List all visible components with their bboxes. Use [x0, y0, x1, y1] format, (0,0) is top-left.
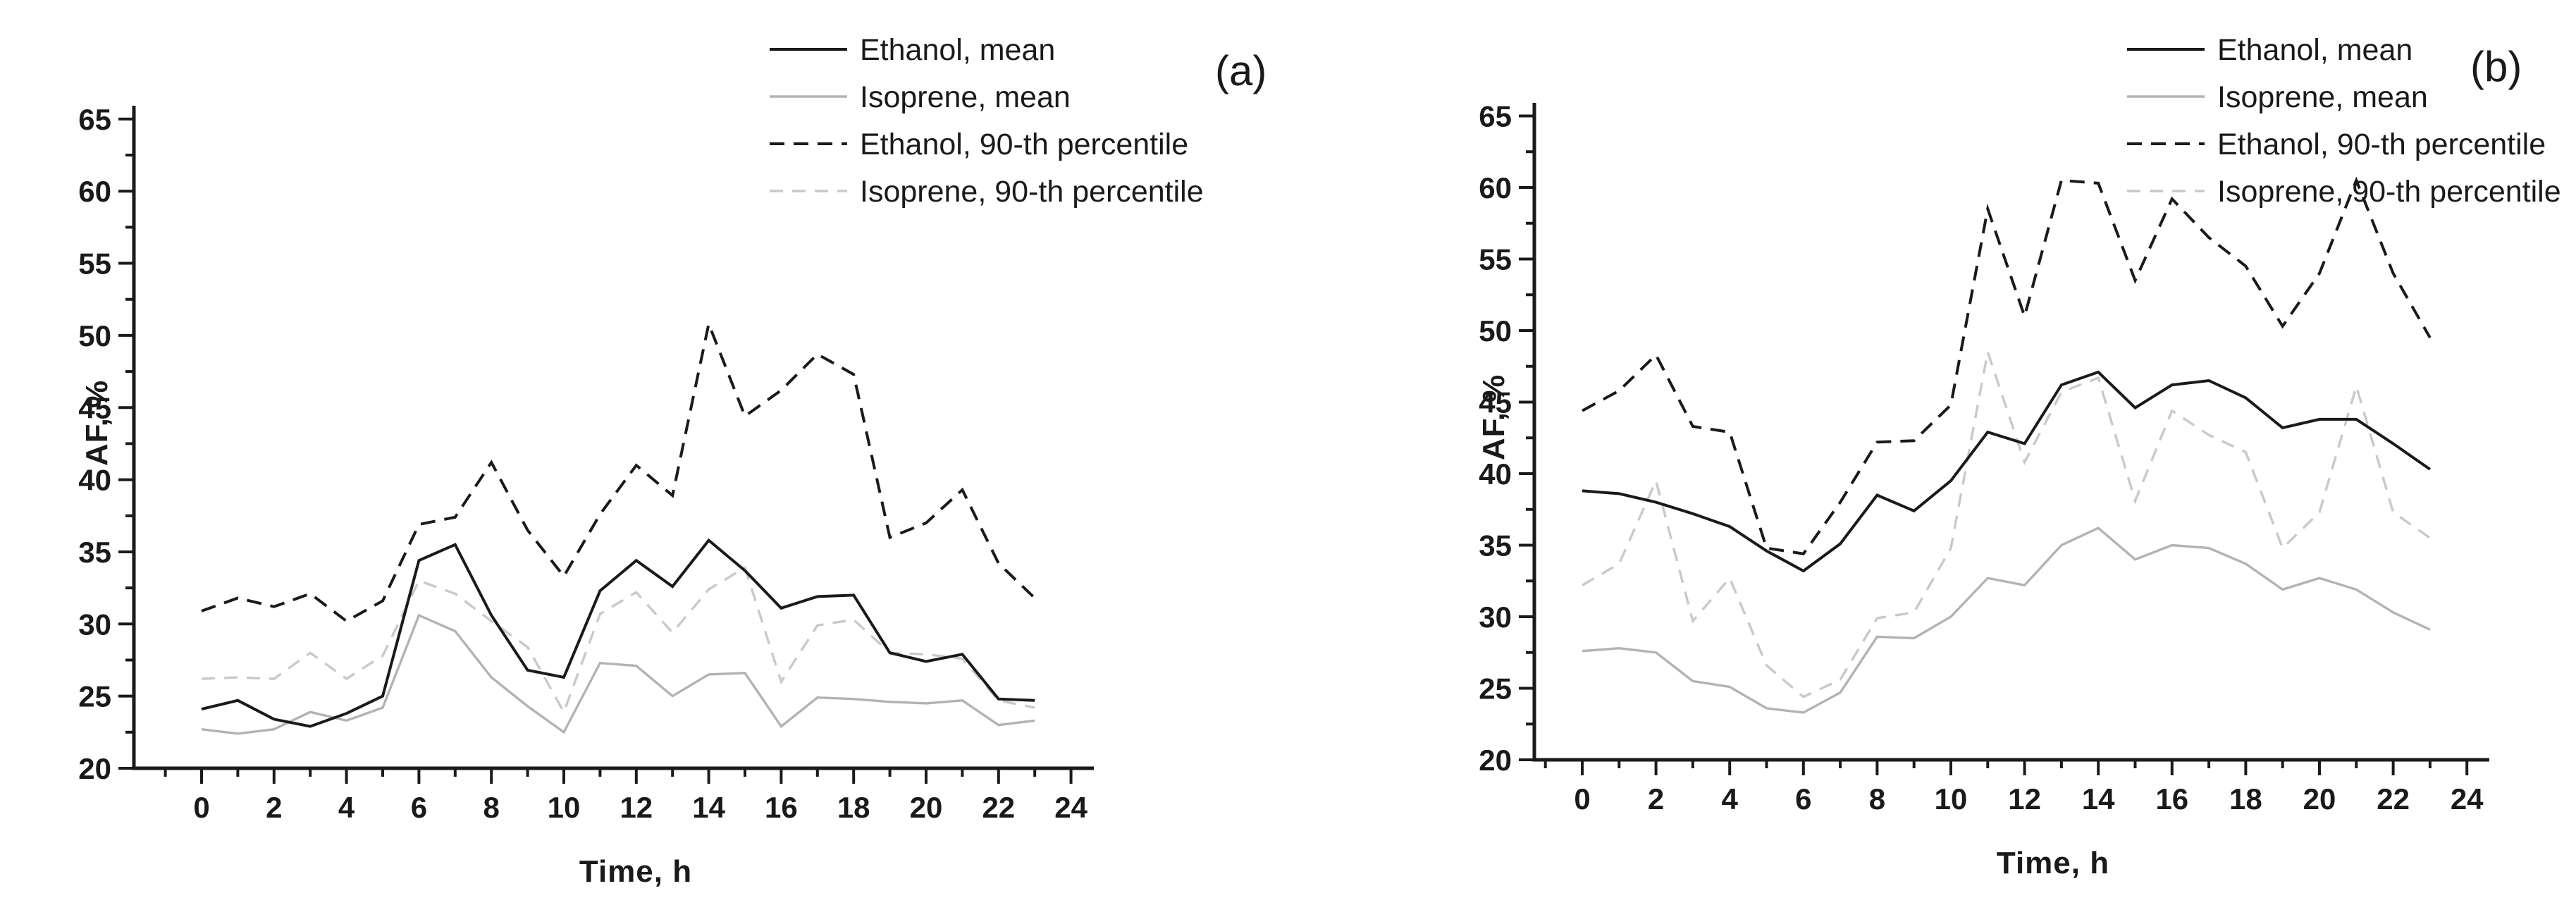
x-tick-label: 8	[483, 791, 500, 824]
y-tick-label: 25	[78, 680, 111, 713]
legend-label-isoprene-90-th-percentile: Isoprene, 90-th percentile	[2217, 175, 2561, 209]
x-tick-label: 10	[548, 791, 581, 824]
y-tick-label: 65	[78, 103, 111, 136]
x-tick-label: 0	[193, 791, 209, 824]
x-tick-label: 12	[2008, 782, 2041, 815]
x-tick-label: 16	[2155, 782, 2188, 815]
y-tick-label: 35	[78, 536, 111, 569]
legend-label-ethanol-mean: Ethanol, mean	[860, 33, 1055, 67]
panel-label-a: (a)	[1215, 47, 1267, 94]
x-tick-label: 24	[2451, 782, 2484, 815]
series-line-ethanol-90-th-percentile	[1582, 176, 2432, 555]
x-tick-label: 2	[1648, 782, 1664, 815]
y-tick-label: 60	[78, 175, 111, 208]
x-tick-label: 6	[1795, 782, 1811, 815]
x-tick-label: 8	[1869, 782, 1885, 815]
x-tick-label: 20	[2303, 782, 2336, 815]
y-axis-title-panel-b: AF, %	[1477, 374, 1511, 461]
y-tick-label: 40	[78, 464, 111, 497]
x-tick-label: 12	[620, 791, 653, 824]
y-tick-label: 55	[78, 247, 111, 281]
x-tick-label: 22	[982, 791, 1015, 824]
legend-label-ethanol-mean: Ethanol, mean	[2217, 33, 2412, 67]
series-line-isoprene-mean	[201, 613, 1035, 735]
y-tick-label: 60	[1479, 171, 1512, 204]
series-line-isoprene-90-th-percentile	[201, 565, 1035, 715]
y-tick-label: 55	[1479, 243, 1512, 276]
x-tick-label: 18	[2229, 782, 2262, 815]
y-tick-label: 50	[78, 319, 111, 352]
x-tick-label: 20	[910, 791, 943, 824]
legend-label-isoprene-90-th-percentile: Isoprene, 90-th percentile	[860, 175, 1204, 209]
y-axis-title-panel-a: AF, %	[80, 379, 114, 467]
legend-label-isoprene-mean: Isoprene, mean	[2217, 80, 2428, 114]
y-tick-label: 20	[78, 752, 111, 785]
x-tick-label: 14	[692, 791, 725, 824]
x-tick-label: 0	[1574, 782, 1590, 815]
y-tick-label: 45	[1479, 386, 1512, 419]
legend: Ethanol, mean Isoprene, mean Ethanol, 90-t…	[770, 33, 1204, 209]
x-tick-label: 6	[411, 791, 427, 824]
series-line-ethanol-90-th-percentile	[201, 319, 1036, 623]
y-tick-label: 40	[1479, 457, 1512, 491]
panel-a: 0 2 4 6 8 10 12 14 16 18 20 22 242025303540455055606…	[78, 33, 1203, 824]
y-tick-label: 30	[78, 608, 111, 641]
x-tick-label: 24	[1054, 791, 1087, 824]
x-tick-label: 18	[837, 791, 870, 824]
y-tick-label: 20	[1479, 744, 1512, 777]
x-axis-title-panel-b: Time, h	[1996, 846, 2110, 880]
x-tick-label: 22	[2377, 782, 2410, 815]
x-tick-label: 14	[2082, 782, 2115, 815]
x-axis-title-panel-a: Time, h	[579, 854, 693, 889]
legend: Ethanol, mean Isoprene, mean Ethanol, 90-t…	[2127, 33, 2561, 209]
y-tick-label: 25	[1479, 672, 1512, 706]
y-tick-label: 35	[1479, 529, 1512, 562]
series-line-isoprene-90-th-percentile	[1582, 347, 2431, 698]
y-tick-label: 50	[1479, 314, 1512, 347]
x-tick-label: 10	[1935, 782, 1968, 815]
panel-label-b: (b)	[2470, 43, 2522, 90]
x-tick-label: 4	[338, 791, 355, 824]
series-line-ethanol-mean	[201, 538, 1035, 728]
x-tick-label: 2	[266, 791, 282, 824]
series-line-ethanol-mean	[1582, 370, 2432, 573]
series-line-isoprene-mean	[1582, 527, 2431, 714]
legend-label-isoprene-mean: Isoprene, mean	[860, 80, 1071, 114]
legend-label-ethanol-90-th-percentile: Ethanol, 90-th percentile	[860, 128, 1188, 161]
panel-b: 0 2 4 6 8 10 12 14 16 18 20 22 242025303540455055606…	[1479, 33, 2560, 815]
y-tick-label: 65	[1479, 100, 1512, 133]
legend-label-ethanol-90-th-percentile: Ethanol, 90-th percentile	[2217, 128, 2546, 161]
y-tick-label: 45	[78, 391, 111, 424]
x-tick-label: 16	[765, 791, 798, 824]
y-tick-label: 30	[1479, 601, 1512, 634]
x-tick-label: 4	[1722, 782, 1739, 815]
